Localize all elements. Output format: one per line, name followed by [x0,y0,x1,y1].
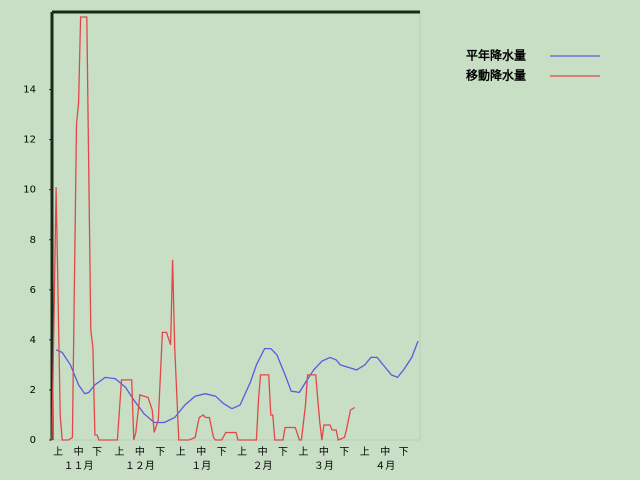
y-tick-label: 8 [30,235,36,246]
y-tick-label: 12 [23,135,36,146]
x-tick-label: 上 [298,446,308,458]
x-tick-label: 中 [319,445,329,458]
x-tick-label: 下 [399,447,409,458]
x-tick-label: 中 [135,445,145,458]
x-tick-label: 下 [217,447,227,458]
x-tick-label: 下 [278,447,288,458]
legend-label: 平年降水量 [466,48,526,63]
x-tick-label: 中 [258,445,268,458]
y-tick-label: 4 [30,335,36,346]
x-tick-label: 下 [92,447,102,458]
x-tick-label: 中 [74,445,84,458]
x-tick-label: 中 [196,445,206,458]
line-series [51,16,355,441]
x-group-label: １月 [191,460,211,472]
y-tick-label: 0 [30,435,36,446]
y-tick-label: 2 [30,385,36,396]
x-tick-label: 下 [339,447,349,458]
y-tick-label: 14 [23,85,36,96]
x-group-label: １２月 [125,460,155,472]
legend-label: 移動降水量 [466,68,526,83]
x-tick-label: 中 [380,445,390,458]
line-series [55,340,419,424]
y-tick-label: 10 [23,185,36,196]
x-tick-label: 上 [114,446,124,458]
x-tick-label: 上 [53,446,63,458]
x-tick-label: 下 [155,447,165,458]
x-tick-label: 上 [176,446,186,458]
y-tick-label: 6 [30,285,36,296]
x-tick-label: 上 [360,446,370,458]
x-tick-label: 上 [237,446,247,458]
x-group-label: １１月 [64,460,94,472]
x-group-label: ４月 [375,460,395,472]
x-group-label: ３月 [314,460,334,472]
x-group-label: ２月 [253,460,273,472]
